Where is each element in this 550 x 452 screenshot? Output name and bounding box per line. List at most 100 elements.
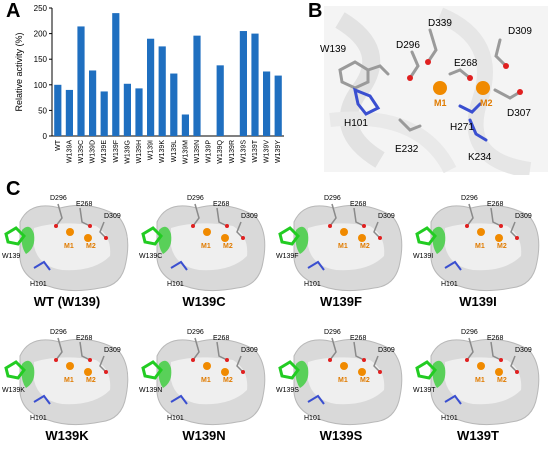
bar-w139s — [239, 31, 247, 136]
label-mutated-residue: W139K — [2, 387, 25, 394]
x-tick-label: W139T — [252, 139, 259, 162]
e268-stick — [216, 207, 228, 227]
label-m1: M1 — [201, 243, 211, 250]
y-tick-label: 200 — [34, 30, 48, 39]
x-tick-label: W139S — [240, 140, 247, 163]
metal-m1-sphere — [66, 362, 74, 370]
y-tick-label: 100 — [34, 81, 48, 90]
bar-w139d — [89, 70, 97, 136]
label-h101: H101 — [30, 415, 47, 422]
e268-stick — [79, 341, 91, 361]
label-m2: M2 — [360, 243, 370, 250]
bar-w139g — [123, 83, 131, 136]
h101-stick — [307, 260, 325, 271]
mutant-name-label: W139F — [320, 294, 362, 309]
pocket-interior — [171, 357, 248, 405]
label-e268: E268 — [454, 58, 478, 69]
bar-w139k — [158, 46, 166, 136]
panel-b-active-site: B W139 D — [300, 0, 550, 178]
x-tick-label: W139G — [124, 140, 131, 164]
pocket-interior — [308, 223, 385, 271]
d296-stick — [466, 337, 474, 361]
label-d309: D309 — [378, 347, 395, 354]
bar-w139l — [170, 73, 178, 136]
e268-stick — [490, 341, 502, 361]
mutated-residue-patch — [432, 226, 446, 254]
label-mutated-residue: W139F — [276, 253, 299, 260]
bar-w139y — [274, 75, 282, 136]
label-h101: H101 — [304, 415, 321, 422]
mutant-surface-image: D296 E268 D309 M1 M2 W139 H101 — [2, 195, 129, 292]
oxygen-atom — [54, 224, 58, 228]
x-tick-label: W139D — [90, 140, 97, 163]
label-d296: D296 — [396, 40, 420, 51]
d309-stick — [510, 355, 518, 373]
h101-stick — [444, 394, 462, 405]
label-e268: E268 — [487, 335, 503, 342]
label-d309: D309 — [378, 213, 395, 220]
label-m1: M1 — [338, 243, 348, 250]
label-m1: M1 — [64, 377, 74, 384]
bar-w139n — [193, 35, 201, 137]
oxygen-atom — [467, 75, 473, 81]
oxygen-atom — [88, 358, 92, 362]
oxygen-atom — [503, 63, 509, 69]
label-m1: M1 — [201, 377, 211, 384]
label-d309: D309 — [241, 347, 258, 354]
x-tick-label: WT — [55, 139, 62, 151]
mutant-surface-image: D296 E268 D309 M1 M2 W139C H101 — [139, 195, 266, 292]
label-h101: H101 — [167, 415, 184, 422]
oxygen-atom — [241, 370, 245, 374]
h271-stick — [458, 102, 482, 114]
label-w139: W139 — [320, 44, 347, 55]
mutated-residue-stick — [278, 226, 300, 246]
panel-letter-a: A — [6, 0, 21, 22]
pocket-interior — [445, 357, 522, 405]
label-e268: E268 — [213, 335, 229, 342]
pocket-interior — [308, 357, 385, 405]
oxygen-atom — [328, 358, 332, 362]
x-tick-label: W139L — [171, 140, 178, 162]
label-m1: M1 — [338, 377, 348, 384]
oxygen-atom — [88, 224, 92, 228]
oxygen-atom — [378, 236, 382, 240]
label-mutated-residue: W139T — [413, 387, 436, 394]
metal-m1-sphere — [433, 81, 447, 95]
oxygen-atom — [225, 224, 229, 228]
label-e268: E268 — [487, 201, 503, 208]
metal-m1-sphere — [203, 362, 211, 370]
w139-sidechain — [366, 64, 390, 76]
oxygen-atom — [328, 224, 332, 228]
d296-stick — [55, 337, 63, 361]
y-tick-label: 50 — [38, 106, 47, 115]
label-h101: H101 — [30, 281, 47, 288]
activity-bar-chart: 0 50 100 150 200 250 Relative activity (%) WT W1… — [14, 4, 284, 164]
mutated-residue-stick — [4, 226, 26, 246]
oxygen-atom — [54, 358, 58, 362]
d307-stick — [493, 88, 522, 100]
label-m2: M2 — [223, 377, 233, 384]
mutant-surface-image: D296 E268 D309 M1 M2 W139T H101 — [413, 329, 540, 426]
x-tick-label: W139K — [159, 140, 166, 163]
e268-stick — [353, 341, 365, 361]
bar-w139i — [147, 38, 155, 136]
d309-stick — [494, 38, 508, 68]
label-d309: D309 — [104, 213, 121, 220]
h101-stick — [170, 394, 188, 405]
x-tick-label: W139P — [206, 140, 213, 163]
oxygen-atom — [499, 224, 503, 228]
label-h101: H101 — [304, 281, 321, 288]
label-d296: D296 — [187, 329, 204, 336]
label-mutated-residue: W139N — [139, 387, 162, 394]
oxygen-atom — [225, 358, 229, 362]
h101-stick — [33, 260, 51, 271]
label-m2: M2 — [497, 243, 507, 250]
label-h101: H101 — [441, 281, 458, 288]
label-m1: M1 — [434, 98, 447, 108]
mutant-name-label: W139C — [182, 294, 226, 309]
ribbon-shape-2 — [436, 7, 532, 178]
label-mutated-residue: W139S — [276, 387, 299, 394]
mutant-name-label: W139T — [457, 428, 499, 443]
active-site-structure-image: W139 D296 D339 D309 E268 H101 M1 M2 D307… — [320, 6, 548, 178]
mutant-surface-image: D296 E268 D309 M1 M2 W139K H101 — [2, 329, 129, 426]
